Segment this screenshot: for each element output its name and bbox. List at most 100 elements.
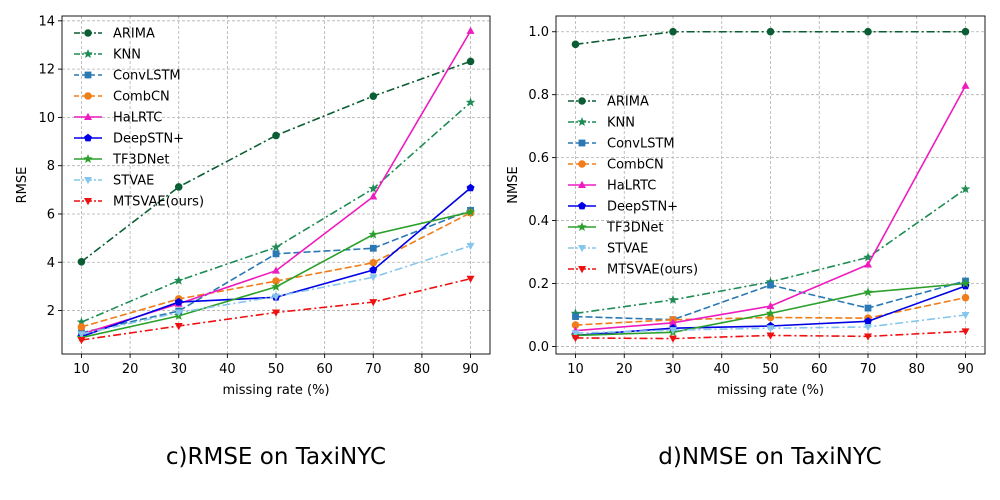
rmse-data-point xyxy=(77,323,86,331)
nmse-caption: d)NMSE on TaxiNYC xyxy=(658,444,881,470)
nmse-x-axis-label: missing rate (%) xyxy=(717,383,824,398)
rmse-legend-marker xyxy=(84,112,92,120)
nmse-data-point xyxy=(669,327,677,335)
nmse-y-tick-label: 0.4 xyxy=(528,214,549,229)
nmse-data-point xyxy=(863,287,873,297)
rmse-legend-label: ARIMA xyxy=(113,27,155,42)
rmse-legend-label: HaLRTC xyxy=(113,111,162,126)
rmse-data-point xyxy=(77,337,86,345)
rmse-data-point xyxy=(77,331,86,339)
rmse-data-point xyxy=(466,57,475,66)
rmse-data-point xyxy=(369,299,378,307)
nmse-x-tick-label: 50 xyxy=(762,362,779,377)
nmse-series-mtsvae-ours xyxy=(571,328,970,343)
nmse-data-point xyxy=(570,308,581,318)
rmse-series-knn xyxy=(76,97,476,327)
nmse-legend-label: HaLRTC xyxy=(607,179,656,194)
rmse-y-axis-label: RMSE xyxy=(15,167,30,204)
rmse-series-arima xyxy=(77,57,475,266)
rmse-data-point xyxy=(466,275,475,283)
rmse-legend-label: TF3DNet xyxy=(112,153,170,168)
rmse-data-point xyxy=(465,97,476,107)
nmse-data-point xyxy=(864,317,872,325)
nmse-chart-panel: 10 20 30 40 50 60 70 80 90 0.0 0.2 0.4 0.6 0.8 1.0 miss… xyxy=(506,15,986,398)
nmse-data-point xyxy=(766,332,775,340)
nmse-legend-marker xyxy=(578,245,586,253)
nmse-y-axis-label: NMSE xyxy=(506,166,521,203)
rmse-data-point xyxy=(466,183,475,192)
rmse-legend-marker xyxy=(84,133,92,142)
nmse-data-point xyxy=(961,293,970,302)
rmse-legend-label: CombCN xyxy=(113,90,170,105)
nmse-x-tick-label: 90 xyxy=(957,362,974,377)
rmse-data-point xyxy=(174,183,183,191)
rmse-y-tick-label: 10 xyxy=(38,111,55,126)
rmse-caption: c)RMSE on TaxiNYC xyxy=(166,444,386,470)
rmse-series-line xyxy=(80,60,471,263)
nmse-data-point xyxy=(961,312,970,320)
nmse-plot-frame xyxy=(555,15,986,355)
rmse-y-tick-label: 14 xyxy=(38,14,55,29)
rmse-x-tick-label: 70 xyxy=(365,362,382,377)
nmse-data-point xyxy=(669,27,677,36)
nmse-data-point xyxy=(571,335,580,343)
rmse-x-axis-label: missing rate (%) xyxy=(222,383,329,398)
rmse-data-point xyxy=(272,277,280,285)
rmse-legend-label: STVAE xyxy=(113,174,154,189)
rmse-data-point xyxy=(272,293,280,301)
rmse-x-tick-label: 80 xyxy=(414,362,431,377)
rmse-y-tick-label: 4 xyxy=(47,256,55,271)
nmse-legend-label: KNN xyxy=(607,116,635,131)
rmse-data-point xyxy=(272,309,280,317)
rmse-data-point xyxy=(466,26,475,34)
nmse-y-tick-label: 0.0 xyxy=(528,340,549,355)
nmse-x-tick-label: 80 xyxy=(908,362,925,377)
nmse-legend-marker xyxy=(578,180,586,188)
rmse-x-tick-label: 10 xyxy=(73,362,90,377)
rmse-legend-marker xyxy=(84,92,92,100)
nmse-y-tick-label: 0.8 xyxy=(528,88,549,103)
rmse-data-point xyxy=(369,244,377,252)
nmse-series-arima xyxy=(571,27,970,49)
rmse-data-point xyxy=(174,309,183,317)
nmse-legend-label: TF3DNet xyxy=(606,221,664,236)
rmse-data-point xyxy=(368,229,379,239)
rmse-legend-label: MTSVAE(ours) xyxy=(113,195,204,210)
nmse-legend-label: CombCN xyxy=(607,158,664,173)
rmse-x-tick-label: 20 xyxy=(122,362,139,377)
rmse-data-point xyxy=(368,183,379,193)
nmse-data-point xyxy=(864,260,872,268)
rmse-data-point xyxy=(272,131,280,140)
nmse-x-tick-label: 40 xyxy=(713,362,730,377)
nmse-data-point xyxy=(961,328,970,336)
nmse-data-point xyxy=(767,281,774,289)
nmse-y-tick-label: 0.6 xyxy=(528,151,549,166)
nmse-data-point xyxy=(571,40,580,49)
nmse-legend-marker xyxy=(577,222,587,232)
nmse-data-point xyxy=(864,333,872,341)
nmse-y-tick-label: 0.2 xyxy=(528,277,549,292)
rmse-x-tick-label: 40 xyxy=(219,362,236,377)
nmse-data-point xyxy=(766,27,775,36)
nmse-x-tick-label: 20 xyxy=(616,362,633,377)
rmse-plot-frame xyxy=(61,15,491,355)
nmse-x-tick-label: 70 xyxy=(860,362,877,377)
nmse-data-point xyxy=(571,321,580,329)
nmse-x-tick-label: 60 xyxy=(811,362,828,377)
nmse-data-point xyxy=(765,276,776,286)
nmse-data-point xyxy=(864,323,872,332)
rmse-x-tick-label: 90 xyxy=(462,362,479,377)
rmse-data-point xyxy=(369,192,378,200)
rmse-x-tick-label: 50 xyxy=(268,362,285,377)
rmse-y-tick-label: 2 xyxy=(47,304,55,319)
rmse-legend-label: DeepSTN+ xyxy=(113,132,184,147)
nmse-data-point xyxy=(571,330,580,338)
nmse-data-point xyxy=(961,81,970,89)
nmse-y-tick-label: 1.0 xyxy=(528,25,549,40)
nmse-legend-marker xyxy=(578,266,586,274)
nmse-legend-label: STVAE xyxy=(607,242,648,257)
nmse-legend-label: ConvLSTM xyxy=(607,137,675,152)
rmse-data-point xyxy=(76,317,87,327)
rmse-legend-label: ConvLSTM xyxy=(113,69,181,84)
rmse-data-point xyxy=(271,242,281,252)
